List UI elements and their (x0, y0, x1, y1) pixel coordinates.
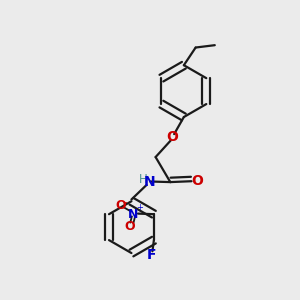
Text: H: H (139, 172, 147, 186)
Text: O: O (191, 174, 203, 188)
Text: O: O (124, 220, 135, 233)
Text: F: F (147, 248, 156, 262)
Text: +: + (136, 202, 142, 211)
Text: N: N (143, 175, 155, 189)
Text: O: O (167, 130, 178, 144)
Text: O: O (115, 199, 126, 212)
Text: -: - (124, 197, 127, 207)
Text: N: N (128, 208, 138, 221)
